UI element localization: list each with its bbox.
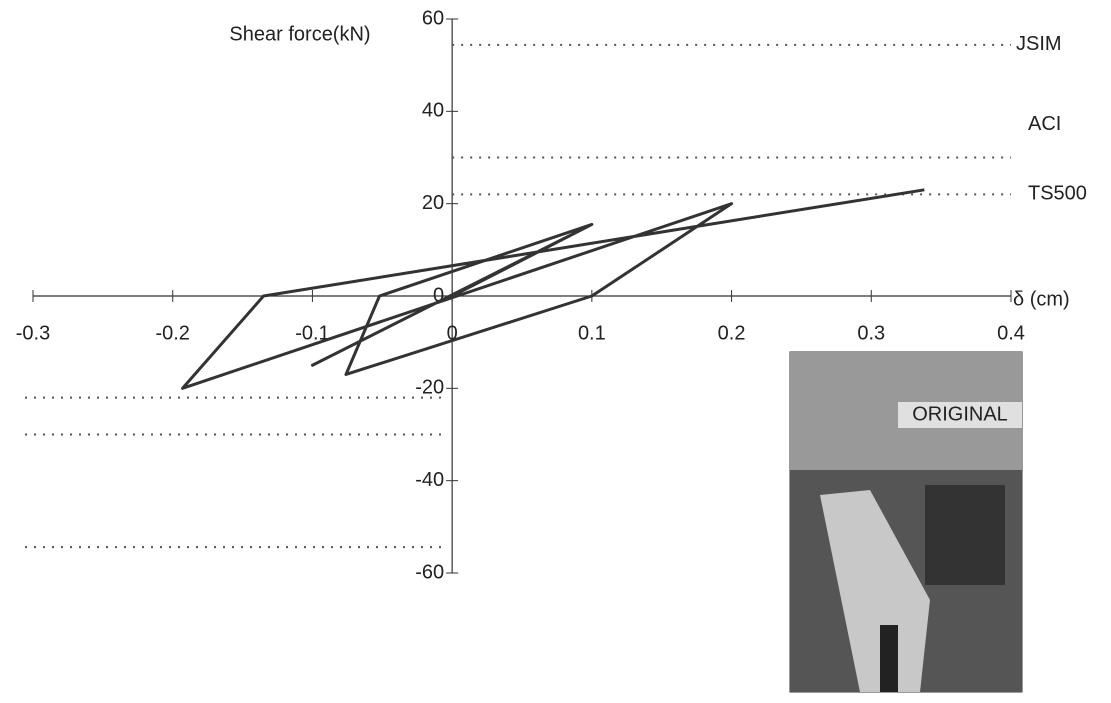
x-axis-label: δ (cm): [1013, 288, 1070, 310]
chart: Shear force(kN) δ (cm) ORIGINAL -0.3 -0.2…: [0, 0, 1111, 698]
photo-inset: ORIGINAL: [790, 352, 1022, 692]
y-tick-label: -20: [415, 377, 444, 399]
inset-label: ORIGINAL: [912, 403, 1008, 425]
y-tick-label: 60: [422, 7, 444, 29]
x-tick-label: -0.2: [155, 322, 189, 344]
y-tick-label: -60: [415, 561, 444, 583]
x-tick-label: 0.1: [578, 322, 606, 344]
y-tick-label: 40: [422, 100, 444, 122]
x-tick-label: -0.3: [16, 322, 50, 344]
reference-label: JSIM: [1016, 33, 1062, 55]
y-axis-label: Shear force(kN): [229, 23, 370, 45]
y-tick-label: 20: [422, 192, 444, 214]
x-tick-label: 0.3: [857, 322, 885, 344]
y-tick-label: -40: [415, 469, 444, 491]
x-tick-label: 0.4: [997, 322, 1025, 344]
x-tick-label: 0.2: [718, 322, 746, 344]
reference-label: ACI: [1028, 113, 1061, 135]
reference-label: TS500: [1028, 183, 1087, 205]
